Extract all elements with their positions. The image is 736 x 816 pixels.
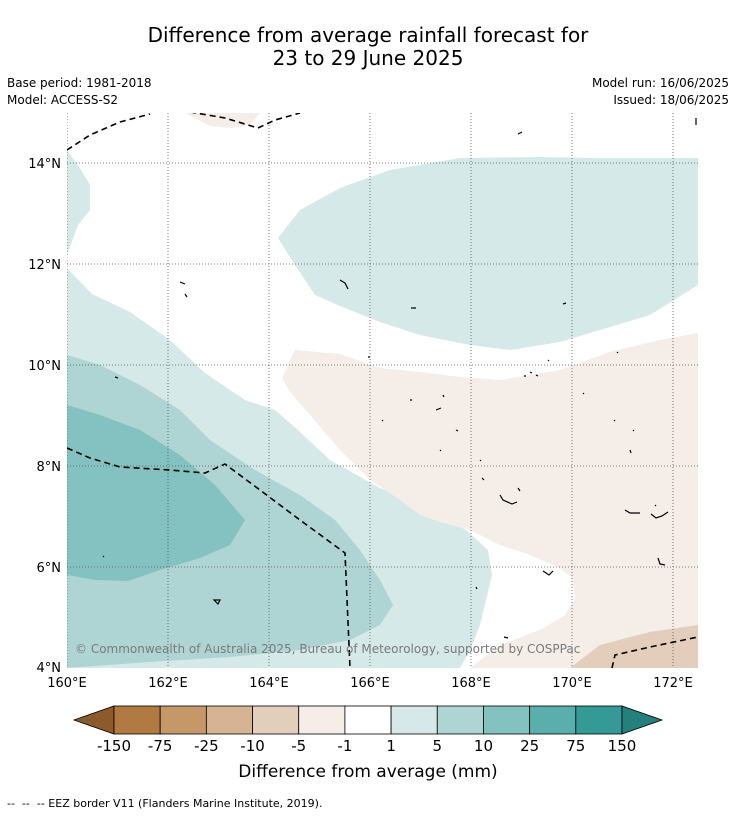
colorbar-extend-high bbox=[621, 705, 664, 735]
colorbar: -150 -75 -25 -10 -5 -1 1 5 10 25 75 150 bbox=[72, 705, 664, 755]
lat-tick-8: 8°N bbox=[37, 460, 62, 475]
colorbar-label-9: 25 bbox=[520, 737, 539, 755]
colorbar-swatch-10 bbox=[575, 705, 623, 735]
colorbar-extend-low bbox=[72, 705, 115, 735]
dry-region-1-5-top bbox=[185, 113, 260, 128]
lon-tick-172: 172°E bbox=[653, 676, 693, 691]
colorbar-label-6: 1 bbox=[386, 737, 396, 755]
map-plot-area: © Commonwealth of Australia 2025, Bureau… bbox=[67, 113, 698, 668]
lat-tick-14: 14°N bbox=[28, 157, 61, 172]
colorbar-label-0: -150 bbox=[97, 737, 131, 755]
longitude-tick-labels: 160°E 162°E 164°E 166°E 168°E 170°E 172°… bbox=[47, 676, 693, 691]
dry-region-1-5-east bbox=[282, 333, 698, 668]
colorbar-label-5: -1 bbox=[337, 737, 352, 755]
lon-tick-166: 166°E bbox=[350, 676, 390, 691]
copyright-notice: © Commonwealth of Australia 2025, Bureau… bbox=[75, 642, 580, 656]
lat-tick-12: 12°N bbox=[28, 258, 61, 273]
colorbar-label-7: 5 bbox=[432, 737, 442, 755]
colorbar-label-4: -5 bbox=[291, 737, 306, 755]
colorbar-label-10: 75 bbox=[566, 737, 585, 755]
colorbar-label-8: 10 bbox=[474, 737, 493, 755]
colorbar-swatch-3 bbox=[252, 705, 300, 735]
base-period-label: Base period: 1981-2018 bbox=[7, 76, 152, 90]
lon-tick-168: 168°E bbox=[451, 676, 491, 691]
wet-region-10-25 bbox=[67, 405, 245, 581]
lon-tick-160: 160°E bbox=[47, 676, 87, 691]
model-run-label: Model run: 16/06/2025 bbox=[591, 76, 729, 90]
map-title-line2: 23 to 29 June 2025 bbox=[272, 46, 464, 70]
map-title-line1: Difference from average rainfall forecas… bbox=[147, 23, 589, 47]
lat-tick-6: 6°N bbox=[37, 561, 62, 576]
colorbar-group: -150 -75 -25 -10 -5 -1 1 5 10 25 75 150 bbox=[72, 705, 664, 755]
colorbar-swatch-4 bbox=[298, 705, 346, 735]
issued-label: Issued: 18/06/2025 bbox=[613, 93, 729, 107]
colorbar-swatch-7 bbox=[436, 705, 484, 735]
colorbar-label-1: -75 bbox=[148, 737, 173, 755]
colorbar-swatch-2 bbox=[205, 705, 253, 735]
lon-tick-170: 170°E bbox=[552, 676, 592, 691]
colorbar-label-11: 150 bbox=[608, 737, 637, 755]
lat-tick-4: 4°N bbox=[37, 661, 62, 676]
colorbar-title: Difference from average (mm) bbox=[238, 762, 498, 782]
lon-tick-164: 164°E bbox=[249, 676, 289, 691]
dry-region-5-10-southeast bbox=[570, 625, 698, 668]
lat-tick-10: 10°N bbox=[28, 359, 61, 374]
colorbar-label-3: -10 bbox=[240, 737, 265, 755]
latitude-tick-labels: 4°N 6°N 8°N 10°N 12°N 14°N bbox=[28, 157, 61, 676]
eez-legend-note: -- -- -- EEZ border V11 (Flanders Marine… bbox=[7, 797, 323, 810]
islands bbox=[102, 118, 697, 639]
colorbar-swatch-0 bbox=[113, 705, 161, 735]
colorbar-swatch-8 bbox=[483, 705, 531, 735]
colorbar-swatch-5 bbox=[344, 705, 392, 735]
lon-tick-162: 162°E bbox=[148, 676, 188, 691]
map-gridlines bbox=[67, 113, 698, 668]
rainfall-map: © Commonwealth of Australia 2025, Bureau… bbox=[28, 113, 698, 691]
colorbar-swatch-9 bbox=[529, 705, 577, 735]
colorbar-label-2: -25 bbox=[194, 737, 219, 755]
colorbar-swatch-1 bbox=[159, 705, 207, 735]
wet-region-1-5-north bbox=[278, 157, 698, 350]
colorbar-swatch-6 bbox=[390, 705, 438, 735]
model-label: Model: ACCESS-S2 bbox=[7, 93, 119, 107]
eez-borders bbox=[67, 113, 698, 668]
